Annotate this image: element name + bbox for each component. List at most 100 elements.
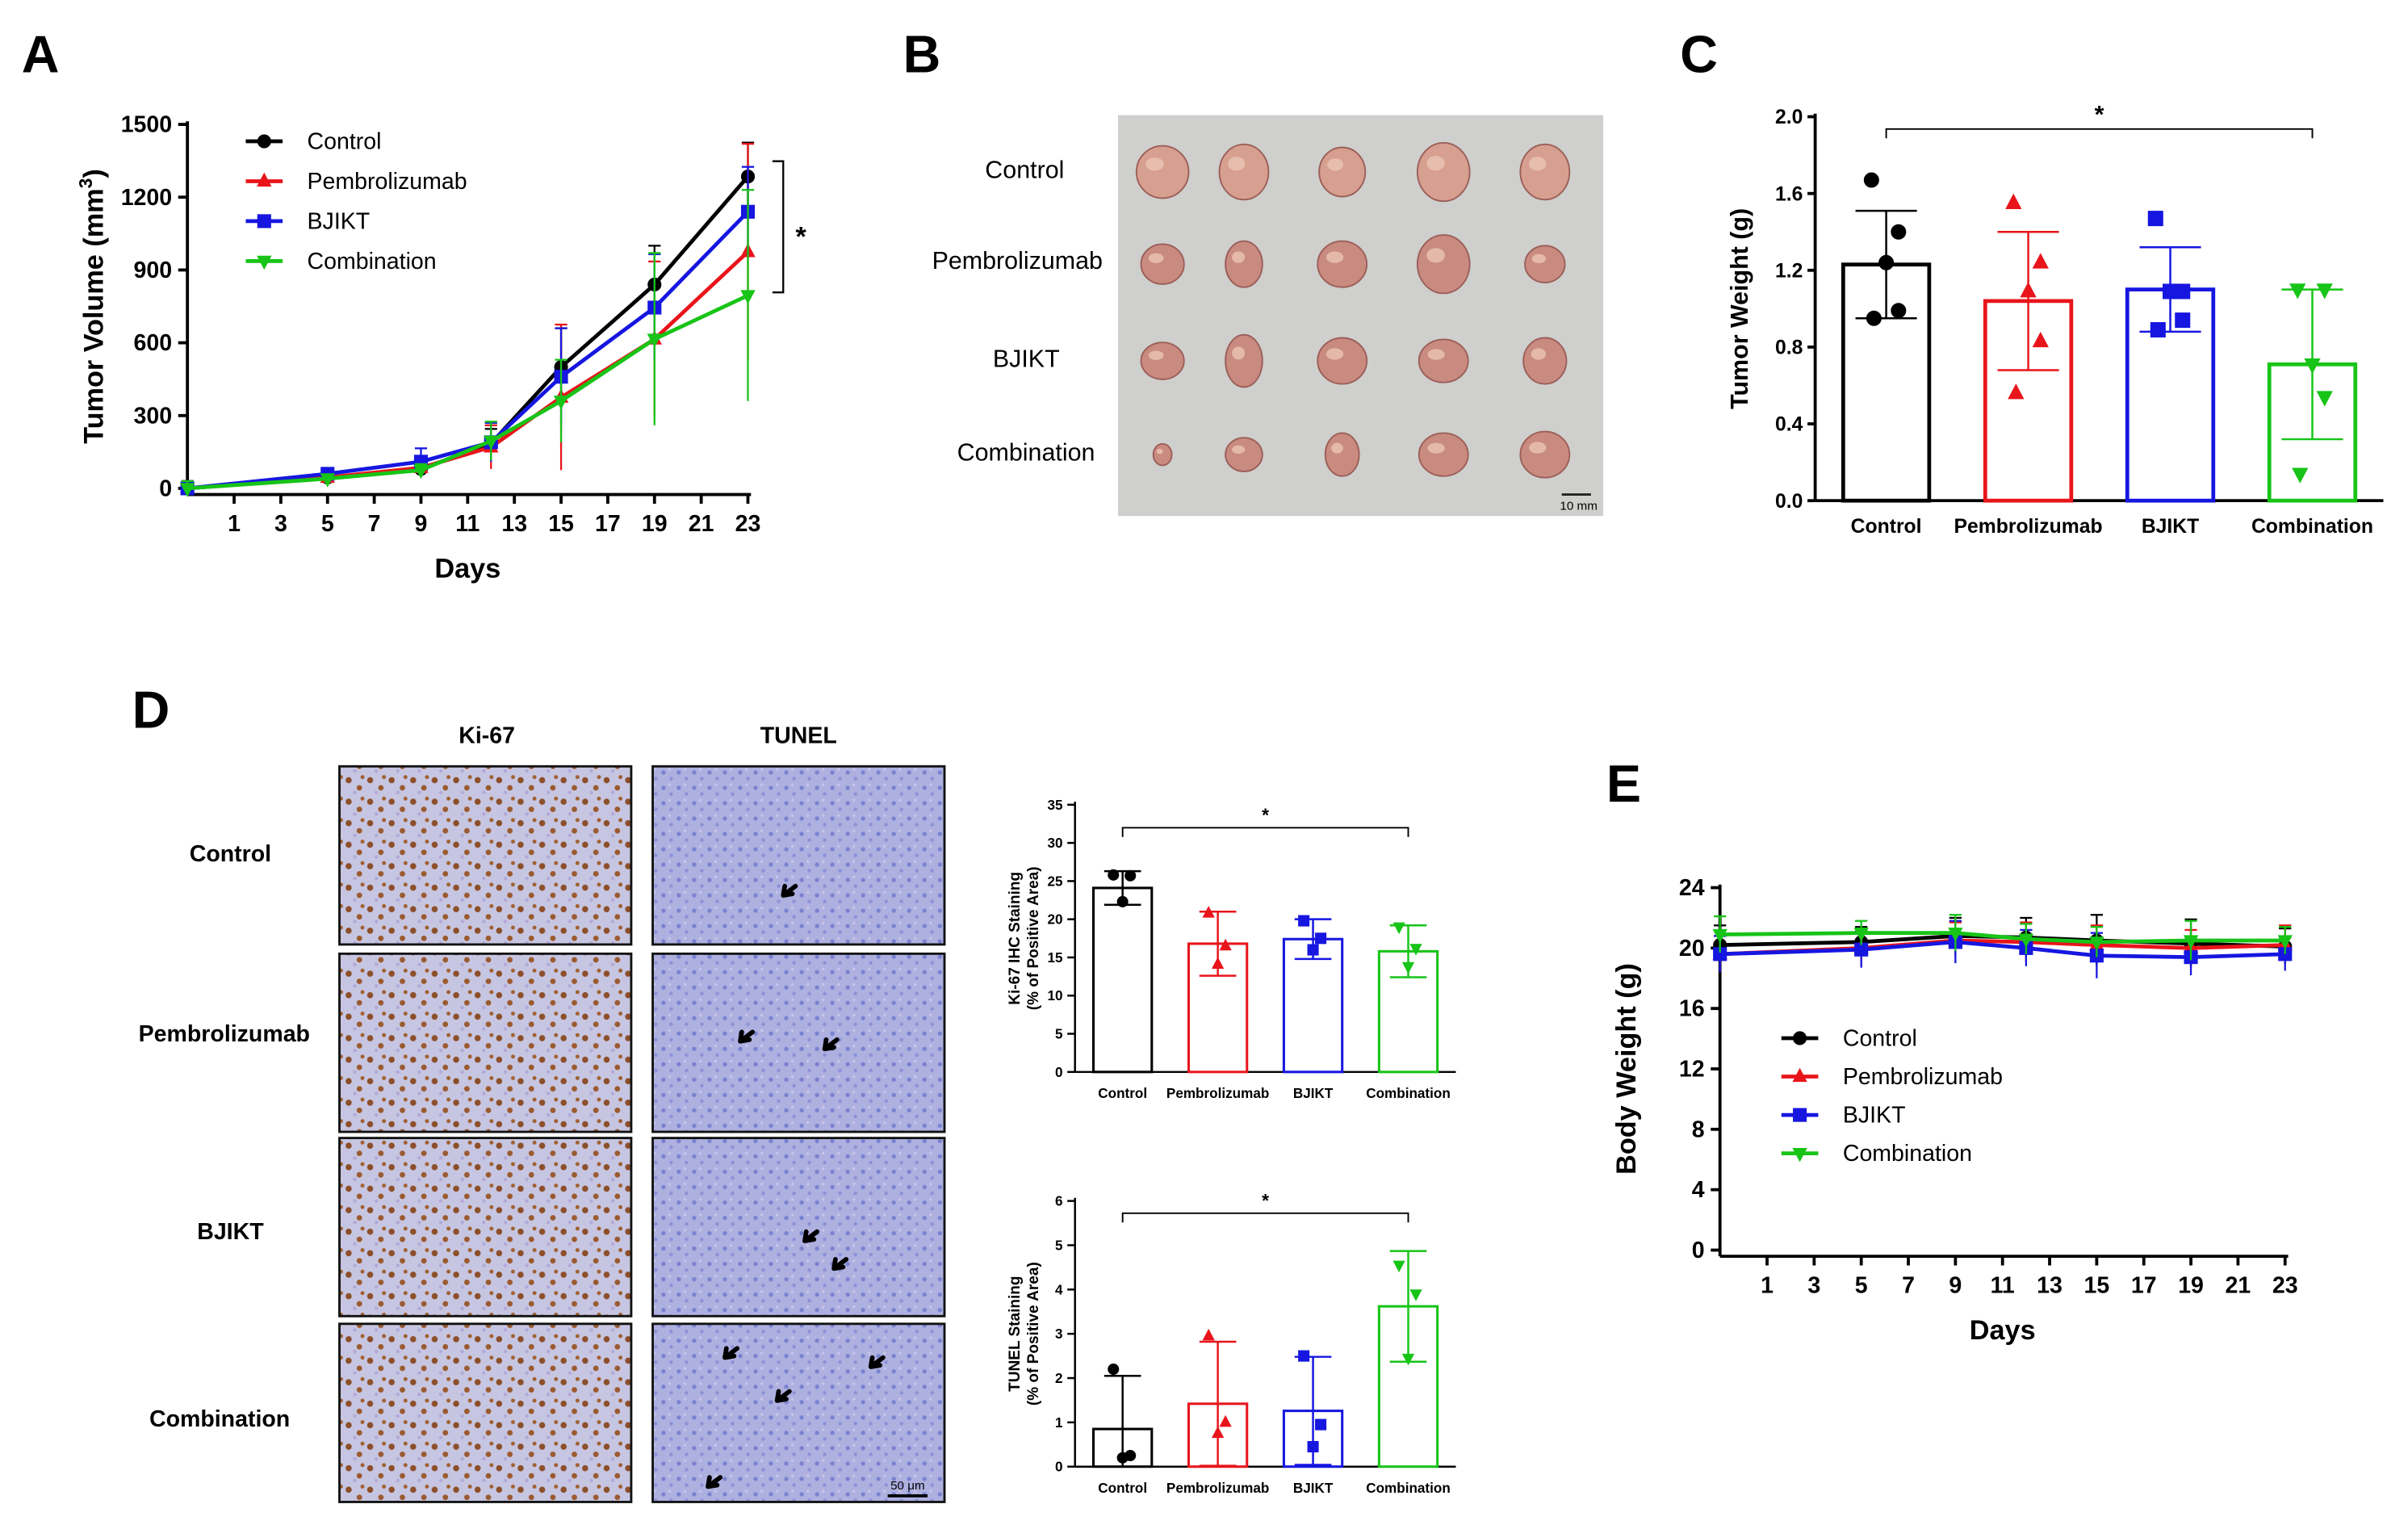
legend-marker-control [1793,1031,1807,1045]
tumor-specimen [1317,337,1368,385]
y-tick-label: 1.2 [1775,260,1803,282]
data-point-combination [2316,391,2333,407]
tumor-body [1152,442,1173,467]
y-tick-label: 1.6 [1775,183,1803,205]
series-line-bjikt [186,210,750,491]
x-tick-label-control: Control [1098,1086,1147,1101]
x-tick-label: 11 [455,511,480,537]
y-axis-label-secondary: (% of Positive Area) [1025,866,1042,1010]
apoptosis-arrow-icon [822,1037,840,1052]
bar-group-control [1092,1364,1154,1468]
image-row-label-bjikt: BJIKT [197,1219,264,1245]
y-tick-label: 15 [1047,950,1063,966]
data-point-combination [2089,936,2104,951]
series-control [180,141,756,496]
tumor-body [1524,245,1566,283]
tumor-body [1324,432,1360,477]
column-label-tunel: TUNEL [760,723,837,749]
micrograph-tiles [338,765,946,1503]
bar-group-bjikt [2125,211,2216,503]
x-tick-label-bjikt: BJIKT [1293,1086,1334,1101]
series-pembrolizumab [179,142,756,496]
y-tick-label: 5 [1055,1027,1063,1042]
data-point-pembrolizumab [1219,938,1232,951]
tumor-body [1418,338,1469,383]
x-tick-label-combination: Combination [1366,1481,1451,1496]
y-tick-label: 24 [1679,875,1705,901]
data-point-combination [413,464,429,480]
data-point-combination [1409,944,1422,956]
x-tick-label: 23 [735,511,761,537]
photo-row-label-control: Control [985,157,1064,184]
x-tick-label: 19 [642,511,668,537]
legend: Control Pembrolizumab BJIKT Combination [245,129,467,274]
tumor-specimen [1522,337,1568,385]
tumor-body [1225,240,1263,288]
data-point-bjikt [2175,312,2191,329]
ki67-image [338,952,633,1133]
data-point-combination [1401,1353,1415,1366]
tumor-highlight [1529,442,1547,454]
tumor-body [1225,437,1263,472]
tumor-highlight [1325,348,1344,360]
tumor-specimen [1225,437,1263,472]
y-tick-label: 600 [134,330,173,356]
x-tick-label: 7 [1902,1273,1915,1299]
data-point-control [1891,224,1907,240]
y-tick-label: 16 [1679,996,1705,1022]
apoptosis-arrow-icon [738,1029,756,1044]
y-tick-label: 3 [1055,1326,1063,1342]
x-tick-label: 3 [274,511,287,537]
data-point-control [1108,869,1120,881]
y-tick-label: 6 [1055,1194,1063,1209]
tumor-highlight [1427,349,1445,360]
tumor-highlight [1427,442,1445,454]
data-point-combination [553,396,569,410]
x-tick-label: 21 [689,511,714,537]
y-tick-label: 35 [1047,798,1063,813]
tumor-highlight [1426,248,1445,263]
tumor-specimen [1418,338,1469,383]
tumor-body [1135,145,1190,199]
data-point-combination [179,483,195,497]
y-tick-label: 0 [1055,1065,1063,1080]
y-tick-label: 0.8 [1775,337,1803,359]
tumor-specimen [1416,234,1471,295]
x-axis-label: Days [1970,1315,2036,1346]
data-point-combination [2316,283,2333,300]
series-combination [179,189,756,497]
tumor-specimen [1519,430,1571,479]
data-point-pembrolizumab [2032,253,2049,269]
data-point-combination [2304,358,2321,375]
tumor-specimen [1324,432,1360,477]
image-row-label-control: Control [190,841,271,867]
x-tick-label-pembrolizumab: Pembrolizumab [1166,1086,1269,1101]
y-axis-label: TUNEL Staining [1007,1276,1024,1391]
y-tick-label: 30 [1047,836,1062,851]
tumor-body [1318,146,1367,198]
y-tick-label: 2.0 [1775,107,1803,128]
tumor-specimen [1140,243,1185,285]
x-tick-label: 21 [2226,1273,2251,1299]
tumor-specimen [1135,145,1190,199]
ki67-image [338,765,633,946]
y-tick-label: 8 [1692,1117,1705,1142]
tumor-highlight [1148,350,1164,360]
data-point-pembrolizumab [1219,1414,1232,1427]
tumor-highlight [1232,251,1246,263]
y-tick-label: 900 [134,258,173,283]
data-point-control [1891,303,1907,319]
y-axis-label-superscript: 3 [75,178,96,189]
data-point-pembrolizumab [2032,331,2049,348]
x-tick-label-pembrolizumab: Pembrolizumab [1954,516,2103,538]
image-row-label-pembrolizumab: Pembrolizumab [139,1021,310,1047]
data-point-bjikt [1854,942,1869,957]
column-label-ki67: Ki-67 [459,723,515,749]
data-point-control [1108,1364,1120,1376]
x-tick-label: 3 [1807,1273,1820,1299]
series-line-combination [187,293,749,491]
bar-group-control [1092,869,1154,1074]
tumor-specimen [1152,442,1173,467]
